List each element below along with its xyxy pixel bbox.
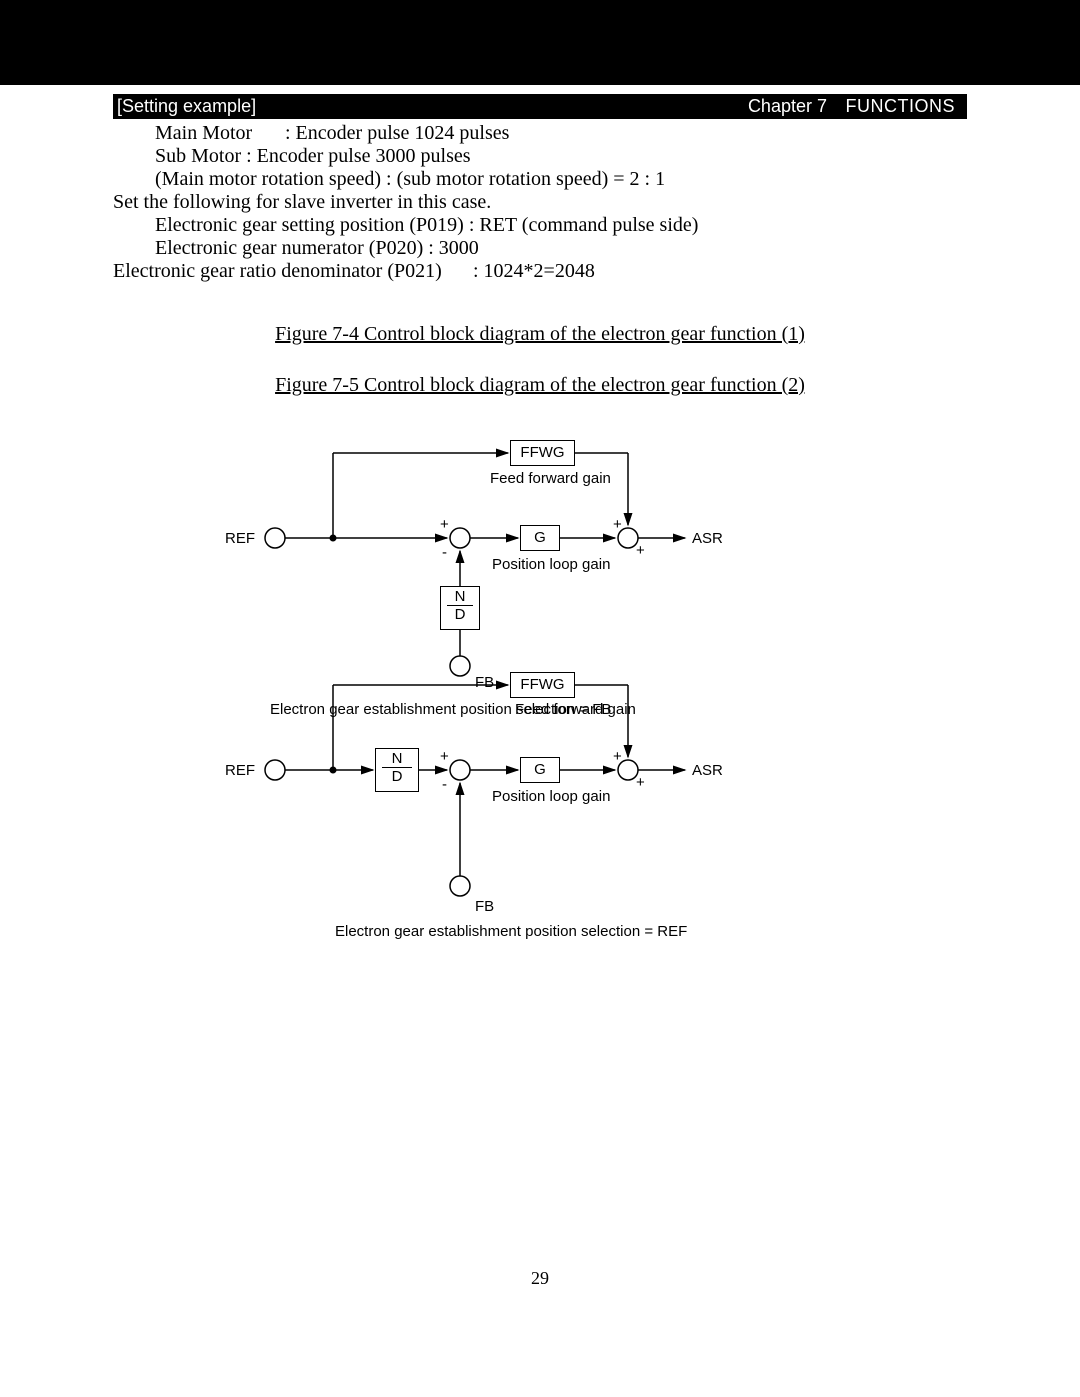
line5: Electronic gear setting position (P019) … [113,214,967,237]
plus-1c: + [636,542,645,559]
plus-1b: + [613,516,622,533]
nd2-n: N [382,750,412,768]
line4: Set the following for slave inverter in … [113,191,967,214]
plus-2b: + [613,748,622,765]
plg-label-2: Position loop gain [492,788,610,805]
ffwg-box-2: FFWG [510,672,575,698]
asr-label-2: ASR [692,762,723,779]
body-text: Main Motor: Encoder pulse 1024 pulses Su… [113,122,967,425]
nd1-d: D [441,606,479,623]
ffg-label-2: Feed forward gain [515,701,636,718]
top-black-bar [0,0,1080,85]
minus-1: - [442,544,447,561]
nd2-d: D [376,768,418,785]
fb-label-2: FB [475,898,494,915]
nd-box-1: N D [440,586,480,630]
ffg-label-1: Feed forward gain [490,470,611,487]
line1a: Main Motor [155,122,285,145]
page-number: 29 [0,1268,1080,1289]
chapter-header: [Setting example] Chapter 7 FUNCTIONS [113,94,967,119]
fb-label-1: FB [475,674,494,691]
line6: Electronic gear numerator (P020) : 3000 [113,237,967,260]
plg-label-1: Position loop gain [492,556,610,573]
line7b: : 1024*2=2048 [473,260,595,282]
ffwg-box-1: FFWG [510,440,575,466]
minus-2: - [442,776,447,793]
figure-7-4-caption: Figure 7-4 Control block diagram of the … [113,323,967,346]
asr-label-1: ASR [692,530,723,547]
nd1-n: N [447,588,473,606]
header-left: [Setting example] [117,96,256,117]
control-block-diagram: REF ASR FFWG Feed forward gain G Positio… [215,418,865,958]
plus-1a: + [440,516,449,533]
plus-2a: + [440,748,449,765]
plus-2c: + [636,774,645,791]
caption-2: Electron gear establishment position sel… [335,923,687,940]
header-functions: FUNCTIONS [846,96,956,117]
line3: (Main motor rotation speed) : (sub motor… [113,168,967,191]
g-box-2: G [520,757,560,783]
nd-box-2: N D [375,748,419,792]
ref-label-2: REF [225,762,255,779]
ref-label-1: REF [225,530,255,547]
line7a: Electronic gear ratio denominator (P021) [113,260,473,283]
line2: Sub Motor : Encoder pulse 3000 pulses [113,145,967,168]
line1b: : Encoder pulse 1024 pulses [285,122,509,144]
g-box-1: G [520,525,560,551]
header-chapter: Chapter 7 [748,96,827,117]
figure-7-5-caption: Figure 7-5 Control block diagram of the … [113,374,967,397]
